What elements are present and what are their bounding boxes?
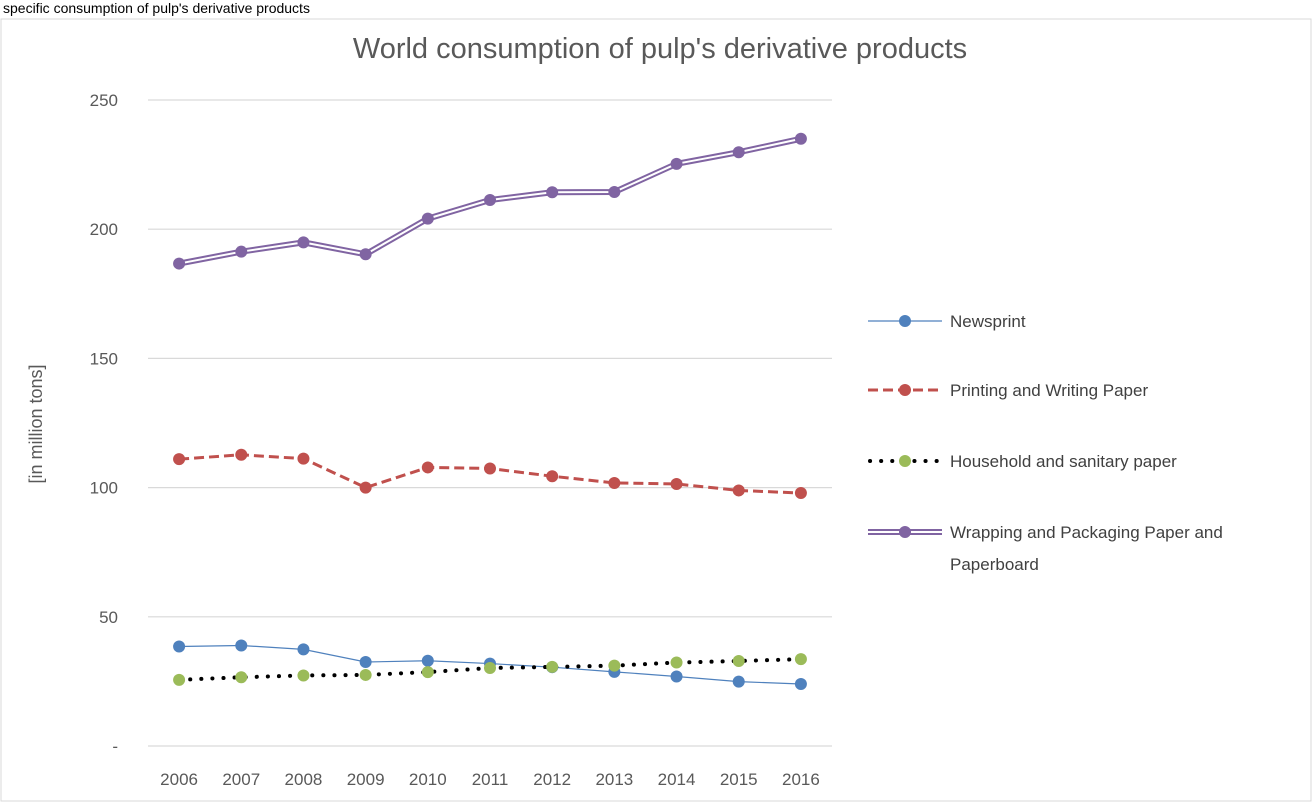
data-point [608, 476, 621, 489]
plot-series [173, 132, 807, 690]
data-point [546, 660, 559, 673]
series-2 [173, 653, 807, 686]
chart-title: World consumption of pulp's derivative p… [353, 33, 967, 65]
x-tick-label: 2016 [782, 770, 820, 789]
data-point [794, 677, 807, 690]
x-tick-label: 2010 [409, 770, 447, 789]
legend-marker [899, 526, 911, 538]
data-point [670, 157, 683, 170]
data-point [297, 236, 310, 249]
chart-area-border [0, 18, 1312, 802]
data-point [421, 461, 434, 474]
x-tick-label: 2014 [658, 770, 696, 789]
data-point [670, 670, 683, 683]
data-point [794, 132, 807, 145]
legend-marker [899, 384, 911, 396]
y-tick-label: 100 [90, 479, 118, 498]
data-point [173, 640, 186, 653]
series-3 [173, 132, 807, 270]
y-axis-label: [in million tons] [26, 364, 46, 483]
legend-label: Newsprint [950, 312, 1026, 331]
x-tick-label: 2012 [533, 770, 571, 789]
legend: Newsprint Printing and Writing Paper House… [868, 312, 1223, 574]
data-point [421, 666, 434, 679]
x-tick-label: 2008 [285, 770, 323, 789]
top-caption: specific consumption of pulp's derivativ… [3, 0, 310, 16]
data-point [359, 656, 372, 669]
data-point [484, 194, 496, 207]
data-point [484, 462, 496, 475]
legend-item: Wrapping and Packaging Paper and Paperboa… [868, 523, 1223, 574]
data-point [235, 639, 248, 652]
data-point [297, 643, 310, 656]
data-point [235, 245, 248, 258]
gridlines [148, 99, 832, 747]
data-point [794, 653, 807, 666]
series-1 [173, 448, 807, 500]
data-point [297, 452, 310, 465]
data-point [732, 146, 745, 159]
data-point [732, 654, 745, 667]
data-point [732, 675, 745, 688]
data-point [484, 661, 496, 674]
data-point [670, 656, 683, 669]
legend-marker [899, 455, 911, 467]
data-point [421, 212, 434, 225]
data-point [173, 257, 186, 270]
data-point [235, 671, 248, 684]
axes: - 50 100 150 200 250 2006 2007 2008 2009 2010 2011 2… [90, 91, 820, 789]
data-point [173, 673, 186, 686]
y-tick-label: 250 [90, 91, 118, 110]
data-point [546, 470, 559, 483]
data-point [359, 668, 372, 681]
data-point [732, 484, 745, 497]
legend-item: Newsprint [868, 312, 1026, 331]
data-point [608, 185, 621, 198]
legend-item: Printing and Writing Paper [868, 381, 1148, 400]
legend-label: Printing and Writing Paper [950, 381, 1148, 400]
y-tick-label: 50 [99, 608, 118, 627]
data-point [235, 448, 248, 461]
data-point [546, 186, 559, 199]
x-tick-label: 2013 [595, 770, 633, 789]
x-tick-label: 2009 [347, 770, 385, 789]
legend-label: Household and sanitary paper [950, 452, 1177, 471]
y-tick-label: - [112, 737, 118, 756]
y-tick-label: 150 [90, 349, 118, 368]
legend-marker [899, 315, 911, 327]
data-point [421, 654, 434, 667]
data-point [794, 487, 807, 500]
data-point [670, 477, 683, 490]
data-point [359, 481, 372, 494]
legend-label: Wrapping and Packaging Paper and Paperboa… [950, 523, 1223, 574]
data-point [608, 659, 621, 672]
legend-item: Household and sanitary paper [868, 452, 1177, 471]
y-tick-label: 200 [90, 220, 118, 239]
x-tick-label: 2007 [222, 770, 260, 789]
x-tick-label: 2006 [160, 770, 198, 789]
data-point [359, 248, 372, 261]
data-point [297, 669, 310, 682]
data-point [173, 453, 186, 466]
x-tick-label: 2011 [472, 770, 509, 789]
x-tick-label: 2015 [720, 770, 758, 789]
